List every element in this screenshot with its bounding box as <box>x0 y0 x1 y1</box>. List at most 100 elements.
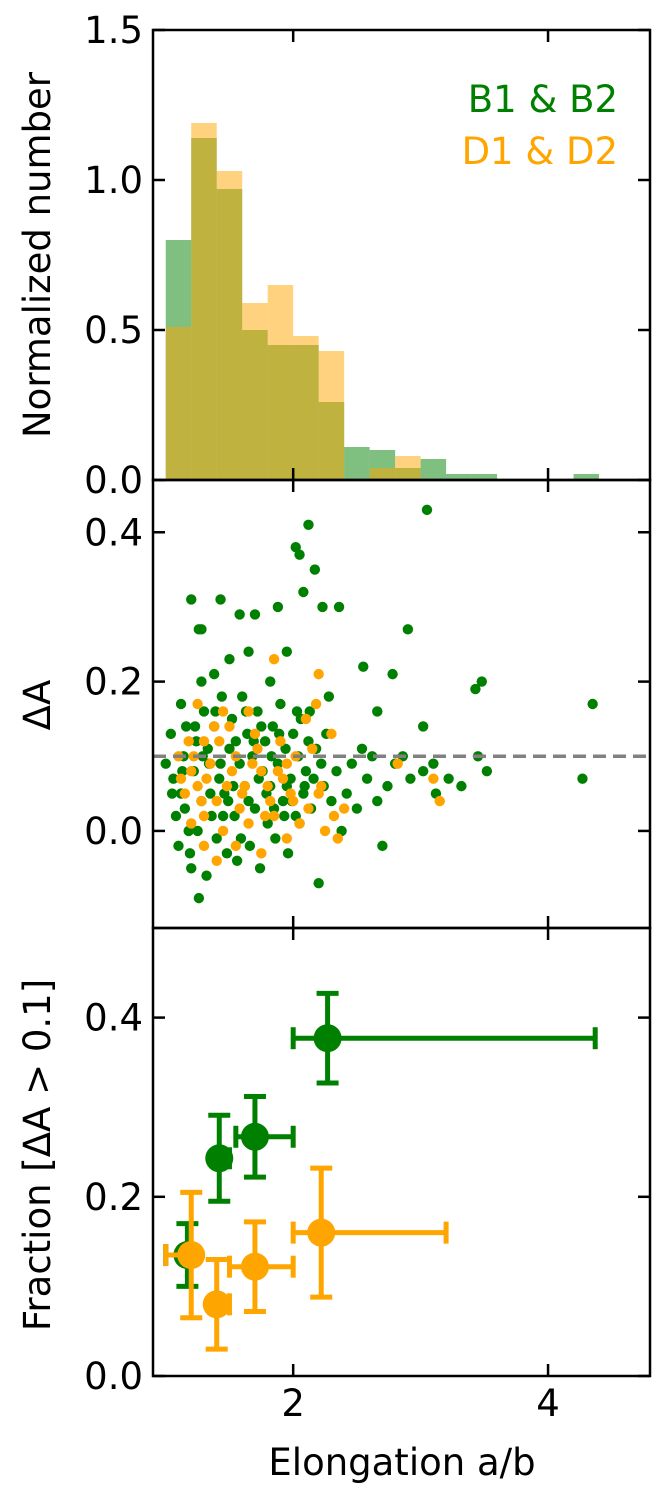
scatter-point-b-45 <box>193 892 205 904</box>
scatter-point-b-143 <box>235 833 247 844</box>
scatter-point-b-44 <box>191 736 202 747</box>
errorbar-marker <box>205 1144 234 1173</box>
scatter-point-b-141 <box>210 706 221 717</box>
scatter-point-b-90 <box>308 773 319 784</box>
scatter-point-b-0 <box>421 504 433 516</box>
scatter-point-b-68 <box>252 706 263 717</box>
hist-bar-b-7 <box>344 447 370 480</box>
scatter-point-b-131 <box>189 721 201 732</box>
errorbar-marker <box>313 1024 342 1053</box>
scatter-point-d-46 <box>214 736 225 747</box>
scatter-point-b-118 <box>428 758 439 769</box>
scatter-point-b-69 <box>254 863 266 874</box>
hist-bar-b-16 <box>573 474 600 480</box>
errorbar-marker <box>202 1290 231 1319</box>
scatter-point-b-29 <box>224 654 235 665</box>
hist-bar-b-12 <box>471 474 498 480</box>
scatter-point-d-41 <box>428 773 439 784</box>
scatter-point-d-40 <box>392 758 403 769</box>
scatter-point-d-62 <box>259 810 271 822</box>
scatter-point-d-32 <box>294 818 305 829</box>
scatter-point-d-0 <box>268 654 280 665</box>
scatter-point-b-138 <box>279 810 290 822</box>
top-ytick-label: 1.5 <box>84 9 143 52</box>
scatter-point-b-60 <box>231 855 243 866</box>
bot-ytick-label: 0.2 <box>84 1176 143 1219</box>
scatter-point-d-57 <box>196 795 207 807</box>
scatter-point-b-57 <box>224 743 235 754</box>
scatter-point-d-3 <box>217 706 229 717</box>
hist-bar-d-8 <box>369 468 396 480</box>
scatter-point-b-148 <box>299 780 310 792</box>
scatter-point-b-14 <box>215 594 226 605</box>
scatter-point-b-99 <box>341 788 352 799</box>
scatter-point-d-30 <box>243 818 254 829</box>
scatter-point-d-58 <box>208 721 220 732</box>
scatter-point-b-1 <box>303 519 314 530</box>
top-ytick-label: 1.0 <box>84 159 143 202</box>
scatter-point-d-33 <box>319 825 331 837</box>
scatter-point-b-74 <box>267 721 278 732</box>
scatter-point-b-80 <box>282 848 294 859</box>
scatter-point-d-20 <box>192 780 203 792</box>
errorbar-point-d-1 <box>202 1257 232 1352</box>
scatter-point-b-7 <box>298 586 309 598</box>
scatter-point-b-121 <box>205 788 216 799</box>
scatter-point-b-137 <box>266 751 277 762</box>
scatter-point-b-93 <box>316 758 327 769</box>
scatter-point-b-50 <box>206 810 217 822</box>
top-ytick-label: 0.5 <box>84 309 143 352</box>
scatter-point-b-102 <box>356 743 368 754</box>
scatter-point-b-59 <box>229 810 240 822</box>
scatter-point-d-37 <box>256 848 267 859</box>
scatter-point-b-123 <box>230 736 242 747</box>
scatter-point-b-26 <box>281 646 293 657</box>
scatter-point-d-49 <box>252 743 263 754</box>
scatter-point-b-96 <box>326 795 337 807</box>
scatter-point-b-87 <box>300 766 312 777</box>
scatter-point-b-53 <box>214 773 225 784</box>
scatter-point-d-10 <box>300 713 312 725</box>
scatter-point-b-124 <box>243 795 254 807</box>
scatter-point-d-27 <box>186 818 197 829</box>
scatter-point-d-55 <box>328 810 340 822</box>
scatter-point-d-31 <box>268 810 280 822</box>
scatter-point-d-38 <box>281 833 293 844</box>
scatter-point-d-23 <box>262 780 273 792</box>
bottom-xtick-label: 2 <box>281 1382 305 1425</box>
mid-ytick-label: 0.4 <box>84 511 143 554</box>
errorbar-marker <box>240 1122 269 1151</box>
scatter-point-b-110 <box>405 773 416 784</box>
scatter-point-b-66 <box>247 751 258 762</box>
errorbar-point-d-3 <box>290 1165 449 1300</box>
scatter-point-d-59 <box>221 780 233 792</box>
scatter-point-b-33 <box>160 758 171 769</box>
errorbar-point-d-2 <box>226 1219 296 1314</box>
scatter-point-d-18 <box>307 743 318 754</box>
scatter-point-d-43 <box>175 773 187 784</box>
scatter-point-d-28 <box>198 810 210 822</box>
scatter-point-b-9 <box>317 601 328 613</box>
scatter-point-b-62 <box>237 691 248 702</box>
bot-ytick-label: 0.0 <box>84 1355 143 1398</box>
scatter-point-b-13 <box>196 624 207 635</box>
scatter-point-b-28 <box>243 646 254 657</box>
scatter-point-d-34 <box>198 840 210 852</box>
scatter-point-b-10 <box>333 601 345 613</box>
scatter-point-d-47 <box>226 766 238 777</box>
errorbar-point-b-1 <box>205 1112 234 1204</box>
scatter-point-d-36 <box>230 840 242 852</box>
scatter-point-d-1 <box>313 668 324 680</box>
scatter-point-d-42 <box>434 795 445 807</box>
scatter-point-d-35 <box>211 855 222 866</box>
scatter-point-b-20 <box>358 661 369 672</box>
scatter-point-b-11 <box>186 594 197 605</box>
scatter-point-b-37 <box>173 840 184 852</box>
scatter-point-d-13 <box>186 766 197 777</box>
scatter-point-b-23 <box>323 691 335 702</box>
scatter-panel: 0.0 0.2 0.4 <box>84 478 652 930</box>
scatter-point-b-19 <box>387 668 398 680</box>
hist-bar-d-2 <box>216 171 243 480</box>
scatter-point-b-107 <box>382 780 393 792</box>
mid-axes-frame <box>151 478 652 930</box>
